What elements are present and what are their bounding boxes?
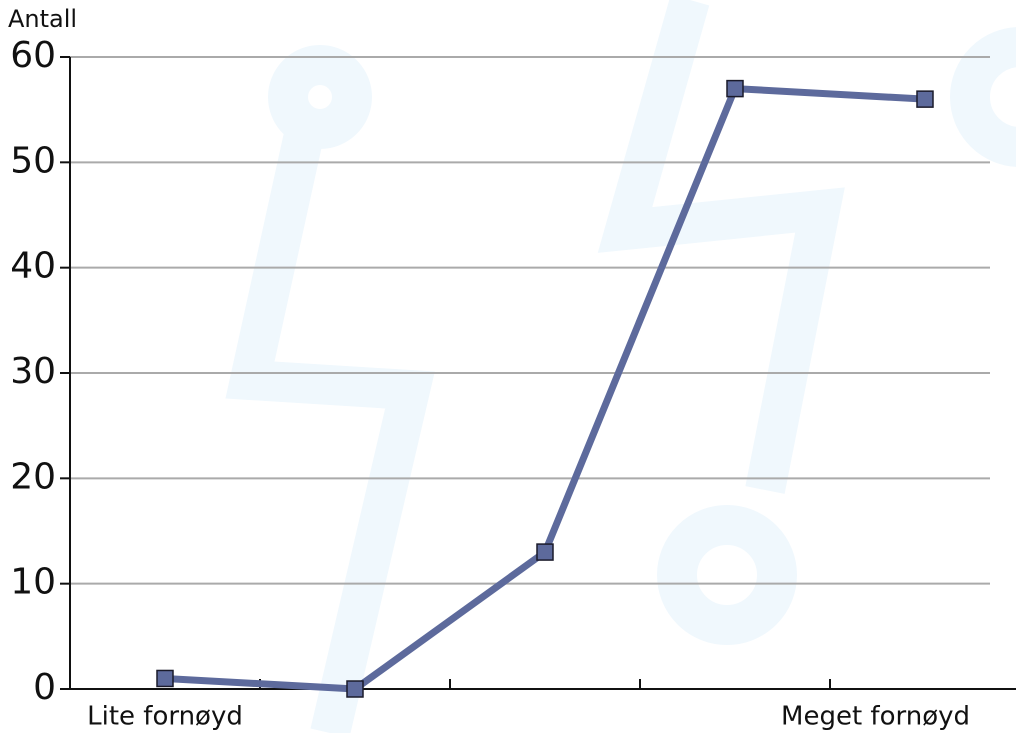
marker [916, 90, 934, 108]
marker [536, 543, 554, 561]
watermark [225, 0, 1016, 733]
y-axis-label: Antall [8, 5, 77, 33]
marker [346, 680, 364, 698]
y-tick-label: 10 [10, 562, 56, 603]
x-tick-label: Meget fornøyd [781, 702, 970, 732]
y-tick-label: 50 [10, 140, 56, 181]
y-tick-label: 30 [10, 351, 56, 392]
y-tick-label: 20 [10, 456, 56, 497]
y-tick-label: 60 [10, 35, 56, 76]
y-tick-label: 0 [33, 667, 56, 708]
marker [726, 79, 744, 98]
marker [156, 669, 174, 688]
y-tick-label: 40 [10, 246, 56, 287]
x-tick-label: Lite fornøyd [87, 702, 243, 732]
